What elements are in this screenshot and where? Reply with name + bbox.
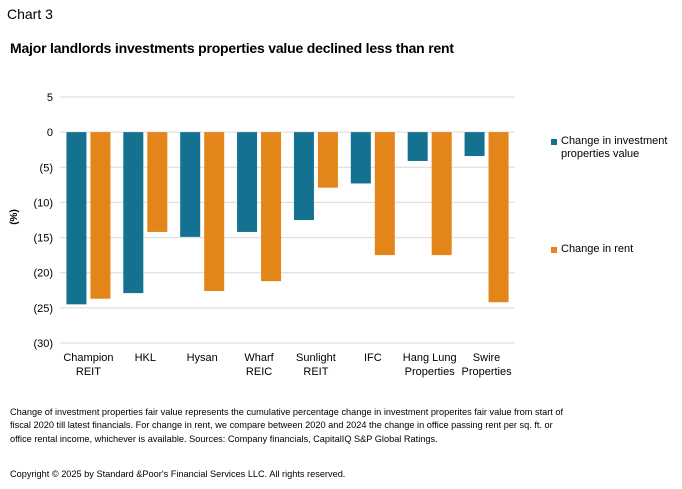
y-tick-label: (30) xyxy=(33,338,53,350)
legend-item-rent: Change in rent xyxy=(551,243,681,256)
legend-label-rent: Change in rent xyxy=(561,243,634,255)
bar-investment xyxy=(66,132,87,305)
y-tick-label: (15) xyxy=(33,233,53,245)
x-tick-label: IFC xyxy=(364,352,382,364)
bar-rent xyxy=(488,132,509,303)
x-tick-label: Champion xyxy=(63,352,113,364)
x-tick-label: Hang Lung xyxy=(403,352,457,364)
chart-title: Major landlords investments properties v… xyxy=(10,40,454,56)
legend-swatch-investment xyxy=(551,139,557,145)
bar-rent xyxy=(317,132,338,188)
bar-rent xyxy=(204,132,225,291)
y-tick-label: (5) xyxy=(40,162,53,174)
y-tick-label: (25) xyxy=(33,303,53,315)
y-tick-label: (20) xyxy=(33,268,53,280)
y-axis-label: (%) xyxy=(9,209,20,225)
y-tick-label: 0 xyxy=(47,127,53,139)
bar-investment xyxy=(407,132,428,161)
x-tick-label: REIT xyxy=(76,366,101,378)
x-tick-label: REIC xyxy=(246,366,272,378)
bar-chart: 5 0 (5) (10) (15) (20) (25) (30) (%) Champion REIT… xyxy=(9,92,515,378)
bar-investment xyxy=(180,132,201,237)
bar-rent xyxy=(261,132,282,282)
y-tick-label: (10) xyxy=(33,197,53,209)
x-tick-label: Sunlight xyxy=(296,352,336,364)
chart-footnote: Change of investment properties fair val… xyxy=(10,407,564,444)
x-tick-label: Properties xyxy=(405,366,456,378)
y-tick-label: 5 xyxy=(47,92,53,104)
bar-rent xyxy=(374,132,395,256)
x-tick-label: Hysan xyxy=(187,352,218,364)
x-tick-label: HKL xyxy=(135,352,156,364)
legend-label-investment: Change in investment properties value xyxy=(561,135,668,160)
bar-investment xyxy=(237,132,258,232)
bar-investment xyxy=(464,132,485,157)
x-tick-label: Wharf xyxy=(244,352,274,364)
x-tick-label: REIT xyxy=(303,366,328,378)
bar-rent xyxy=(147,132,168,232)
bar-rent xyxy=(431,132,452,256)
bar-investment xyxy=(123,132,144,294)
x-tick-label: Swire xyxy=(473,352,501,364)
legend-swatch-rent xyxy=(551,247,557,253)
x-tick-label: Properties xyxy=(461,366,512,378)
bar-rent xyxy=(90,132,111,299)
bar-investment xyxy=(293,132,314,220)
copyright-notice: Copyright © 2025 by Standard &Poor's Fin… xyxy=(10,469,346,479)
legend-item-investment: Change in investment properties value xyxy=(551,135,681,161)
chart-label: Chart 3 xyxy=(7,6,53,22)
bar-investment xyxy=(350,132,371,184)
